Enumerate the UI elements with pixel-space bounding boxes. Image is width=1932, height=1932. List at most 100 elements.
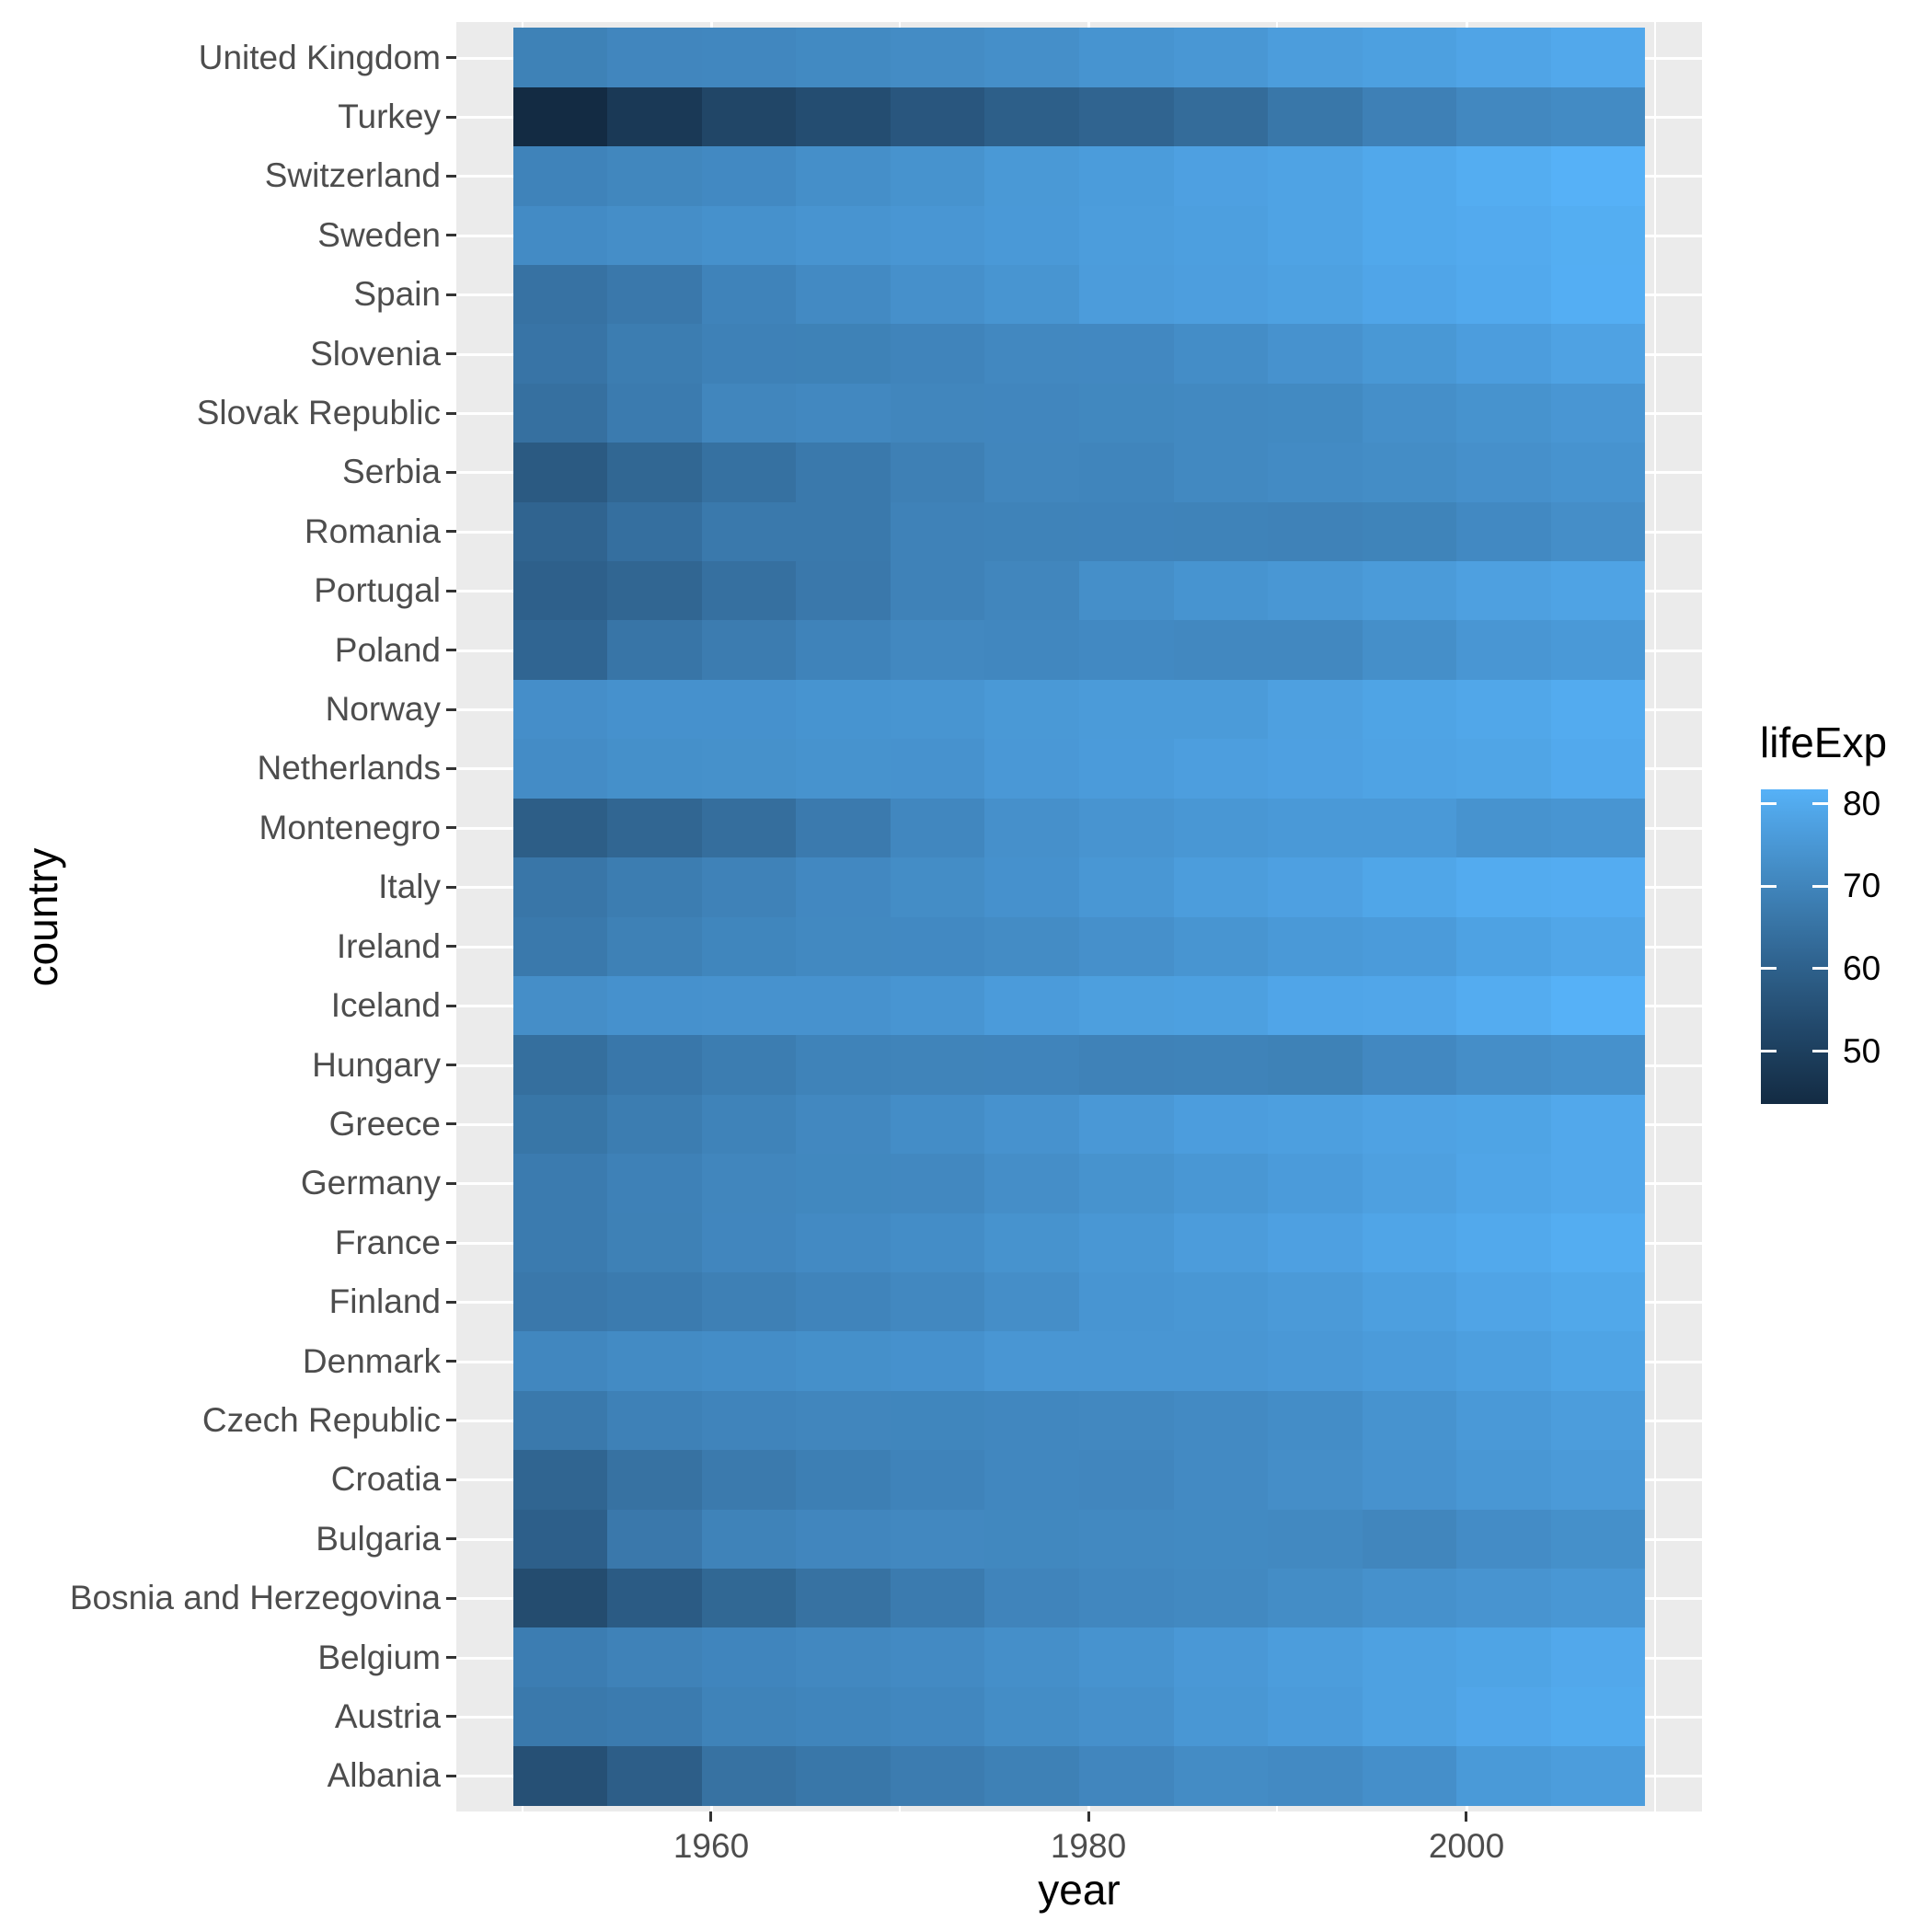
- heatmap-tile: [513, 1746, 607, 1806]
- heatmap-tile: [513, 1687, 607, 1746]
- heatmap-tile: [1079, 1331, 1174, 1391]
- heatmap-tile: [796, 1331, 891, 1391]
- heatmap-tile: [607, 1510, 702, 1569]
- heatmap-tile: [1551, 1687, 1645, 1746]
- y-axis-tick: [446, 56, 456, 59]
- heatmap-tile: [1456, 739, 1551, 799]
- y-axis-tick: [446, 1064, 456, 1066]
- heatmap-tile: [1551, 1746, 1645, 1806]
- heatmap-tile: [796, 1272, 891, 1331]
- y-axis-label: Germany: [300, 1164, 441, 1202]
- heatmap-tile: [1174, 1687, 1268, 1746]
- heatmap-tile: [984, 1095, 1079, 1154]
- y-axis-tick: [446, 116, 456, 119]
- heatmap-tile: [984, 1510, 1079, 1569]
- heatmap-tile: [1456, 206, 1551, 265]
- heatmap-tile: [513, 857, 607, 917]
- heatmap-tile: [891, 1510, 984, 1569]
- heatmap-tile: [1174, 324, 1268, 384]
- heatmap-tile: [891, 146, 984, 206]
- heatmap-tile: [1456, 1627, 1551, 1687]
- heatmap-tile: [984, 87, 1079, 146]
- heatmap-tile: [1551, 1510, 1645, 1569]
- y-axis-label: Belgium: [317, 1639, 441, 1676]
- y-axis-label: Hungary: [312, 1046, 441, 1084]
- heatmap-tile: [1456, 443, 1551, 502]
- heatmap-tile: [984, 1450, 1079, 1510]
- heatmap-tile: [1079, 1391, 1174, 1450]
- y-axis-tick: [446, 767, 456, 770]
- legend-tick-left: [1761, 885, 1777, 888]
- heatmap-tile: [1363, 739, 1456, 799]
- y-axis-label: Austria: [334, 1697, 441, 1735]
- heatmap-tile: [984, 206, 1079, 265]
- heatmap-tile: [1456, 1213, 1551, 1272]
- heatmap-tile: [891, 917, 984, 976]
- y-axis-tick: [446, 649, 456, 651]
- heatmap-tile: [1268, 1213, 1363, 1272]
- heatmap-tile: [796, 28, 891, 87]
- heatmap-tile: [607, 443, 702, 502]
- heatmap-tile: [1363, 1450, 1456, 1510]
- y-axis-tick: [446, 1241, 456, 1244]
- heatmap-tile: [607, 739, 702, 799]
- y-axis-tick: [446, 708, 456, 711]
- heatmap-tile: [702, 561, 796, 620]
- y-axis-label: Slovak Republic: [196, 394, 441, 431]
- heatmap-tile: [513, 680, 607, 739]
- heatmap-tile: [796, 1035, 891, 1095]
- heatmap-tile: [891, 976, 984, 1035]
- heatmap-tile: [796, 1687, 891, 1746]
- y-axis-tick: [446, 886, 456, 889]
- heatmap-tile: [702, 87, 796, 146]
- heatmap-tile: [1079, 976, 1174, 1035]
- heatmap-tile: [1363, 443, 1456, 502]
- y-axis-label: France: [334, 1224, 441, 1261]
- heatmap-tile: [513, 739, 607, 799]
- heatmap-tile: [796, 206, 891, 265]
- heatmap-tile: [1174, 146, 1268, 206]
- heatmap-tile: [607, 206, 702, 265]
- heatmap-tile: [891, 443, 984, 502]
- x-axis-title: year: [1038, 1866, 1121, 1914]
- heatmap-tile: [513, 324, 607, 384]
- heatmap-tile: [1551, 384, 1645, 443]
- heatmap-tile: [1079, 917, 1174, 976]
- heatmap-tile: [1551, 1391, 1645, 1450]
- heatmap-tile: [796, 561, 891, 620]
- heatmap-tile: [513, 146, 607, 206]
- heatmap-tile: [891, 1687, 984, 1746]
- heatmap-tile: [607, 87, 702, 146]
- y-axis-tick: [446, 234, 456, 236]
- heatmap-tile: [1268, 1450, 1363, 1510]
- heatmap-tile: [1456, 28, 1551, 87]
- y-axis-tick: [446, 826, 456, 829]
- heatmap-tile: [796, 976, 891, 1035]
- heatmap-tile: [1363, 857, 1456, 917]
- x-axis-label: 1960: [673, 1827, 750, 1865]
- heatmap-tile: [984, 28, 1079, 87]
- y-axis-label: Poland: [334, 631, 441, 669]
- heatmap-tile: [1363, 87, 1456, 146]
- heatmap-tile: [607, 1687, 702, 1746]
- x-axis-tick: [1465, 1811, 1467, 1822]
- heatmap-tile: [702, 324, 796, 384]
- y-axis-label: Portugal: [314, 571, 441, 609]
- heatmap-tile: [1079, 443, 1174, 502]
- heatmap-tile: [1268, 1391, 1363, 1450]
- heatmap-tile: [607, 1095, 702, 1154]
- heatmap-tile: [1174, 1272, 1268, 1331]
- heatmap-tile: [891, 28, 984, 87]
- y-axis-tick: [446, 1005, 456, 1007]
- heatmap-tile: [1363, 1391, 1456, 1450]
- heatmap-tile: [1363, 561, 1456, 620]
- heatmap-tile: [1079, 1154, 1174, 1213]
- heatmap-tile: [984, 265, 1079, 324]
- heatmap-tile: [1079, 1035, 1174, 1095]
- heatmap-tile: [513, 976, 607, 1035]
- y-axis-label: Ireland: [336, 927, 441, 965]
- heatmap-tile: [1268, 87, 1363, 146]
- heatmap-tile: [1551, 265, 1645, 324]
- heatmap-tile: [1079, 1450, 1174, 1510]
- y-axis-tick: [446, 1656, 456, 1659]
